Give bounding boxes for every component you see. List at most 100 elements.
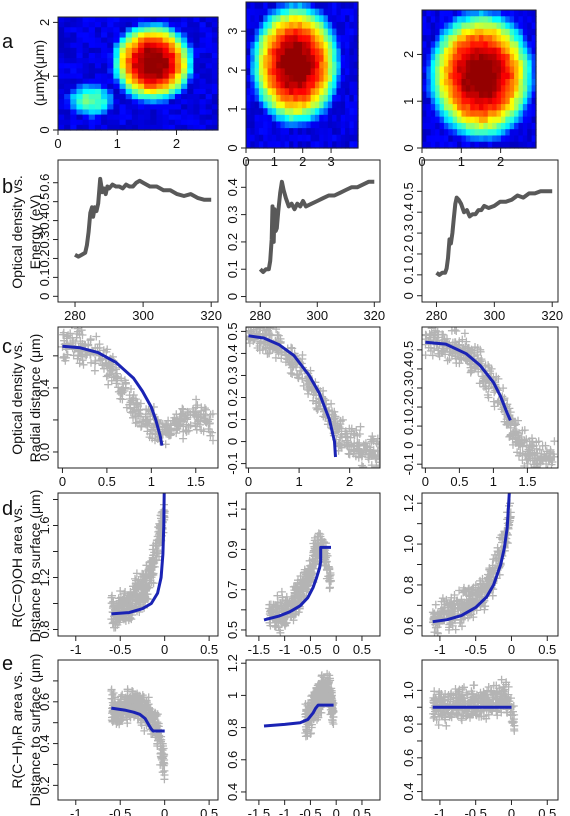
heatmap-cell	[531, 53, 537, 61]
heatmap-cell	[162, 42, 170, 49]
heatmap-cell	[435, 35, 441, 42]
scatter-point	[145, 703, 153, 712]
heatmap-cell	[496, 28, 502, 36]
heatmap-cell	[439, 16, 445, 24]
scatter-point	[458, 335, 467, 344]
heatmap-cell	[174, 58, 182, 64]
heatmap-cell	[174, 119, 182, 126]
heatmap-cell	[181, 119, 188, 126]
scatter-point	[92, 332, 101, 341]
heatmap-cell	[284, 8, 290, 16]
spectrum-line-b2	[435, 189, 553, 277]
heatmap-cell	[302, 8, 307, 16]
heatmap-cell	[280, 121, 286, 129]
heatmap-cell	[58, 37, 65, 44]
heatmap-cell	[443, 135, 449, 143]
heatmap-cell	[246, 141, 251, 149]
heatmap-cell	[168, 88, 176, 95]
heatmap-cell	[193, 47, 201, 54]
fit-line-c2	[425, 340, 512, 422]
heatmap-cell	[70, 42, 78, 49]
scatter-point	[450, 338, 459, 347]
heatmap-cell	[514, 97, 520, 105]
heatmap-cell	[306, 68, 312, 76]
heatmap-cell	[461, 35, 467, 42]
y-tick-label: 0.5	[225, 621, 240, 639]
heatmap-cell	[353, 94, 359, 103]
scatter-point	[329, 708, 337, 716]
heatmap-cell	[487, 72, 493, 80]
heatmap-cell	[144, 119, 151, 126]
heatmap-cell	[496, 79, 502, 86]
heatmap-cell	[509, 129, 515, 137]
heatmap-cell	[162, 78, 170, 85]
heatmap-cell	[119, 109, 127, 116]
heatmap-cell	[430, 53, 436, 61]
heatmap-cell	[94, 47, 102, 54]
heatmap-cell	[156, 22, 164, 28]
y-tick-label: 0.8	[401, 576, 416, 594]
heatmap-cell	[131, 78, 139, 85]
heatmap-cell	[500, 116, 506, 124]
heatmap-cell	[156, 124, 164, 131]
heatmap-cell	[500, 41, 506, 49]
heatmap-cell	[496, 135, 502, 143]
scatter-point	[475, 379, 484, 388]
heatmap-cell	[107, 17, 114, 23]
heatmap-cell	[435, 122, 441, 130]
heatmap-cell	[64, 114, 71, 121]
y-tick-label: 1.1	[225, 500, 240, 518]
heatmap-cell	[500, 16, 506, 24]
y-tick-label: 0.2	[37, 249, 52, 267]
heatmap-cell	[58, 42, 65, 49]
scatter-point	[443, 600, 452, 609]
heatmap-cell	[246, 81, 251, 89]
heatmap-cell	[527, 41, 533, 49]
heatmap-cell	[263, 141, 269, 149]
heatmap-cell	[531, 10, 537, 17]
heatmap-cell	[64, 47, 71, 54]
x-tick-label: 0.5	[353, 642, 371, 657]
y-tick-label: 0.3	[225, 206, 240, 224]
heatmap-cell	[156, 68, 164, 75]
heatmap-cell	[293, 61, 299, 69]
heatmap-cell	[94, 32, 102, 39]
heatmap-cell	[332, 55, 338, 63]
scatter-point	[108, 698, 117, 707]
scatter-point	[118, 712, 127, 721]
spectrum-line-b0	[74, 176, 212, 259]
heatmap-cell	[474, 10, 480, 17]
scatter-point	[287, 613, 296, 621]
heatmap-cell	[156, 58, 164, 64]
heatmap-cell	[327, 94, 333, 103]
heatmap-cell	[150, 37, 158, 44]
heatmap-cell	[267, 8, 273, 16]
x-tick-label: 0.5	[200, 642, 218, 657]
heatmap-cell	[353, 81, 359, 89]
heatmap-cell	[107, 52, 114, 59]
heatmap-cell	[509, 28, 515, 36]
heatmap-cell	[250, 48, 256, 56]
heatmap-cell	[505, 41, 511, 49]
scatter-point	[133, 410, 142, 419]
heatmap-cell	[448, 41, 454, 49]
heatmap-cell	[474, 53, 480, 61]
heatmap-cell	[156, 37, 164, 44]
heatmap-cell	[474, 91, 480, 99]
heatmap-cell	[289, 28, 294, 36]
heatmap-cell	[254, 61, 260, 69]
heatmap-cell	[113, 119, 121, 126]
y-tick-label: 2	[37, 19, 52, 26]
scatter-point	[314, 529, 323, 538]
heatmap-cell	[94, 99, 102, 105]
scatter-point	[296, 366, 305, 375]
heatmap-cell	[131, 109, 139, 116]
heatmap-cell	[250, 68, 256, 76]
heatmap-cell	[457, 53, 463, 61]
heatmap-cell	[509, 53, 515, 61]
heatmap-cell	[211, 32, 219, 39]
y-tick-label: 1.2	[401, 494, 416, 512]
heatmap-cell	[246, 61, 251, 69]
heatmap-cell	[531, 116, 537, 124]
heatmap-cell	[70, 58, 78, 64]
